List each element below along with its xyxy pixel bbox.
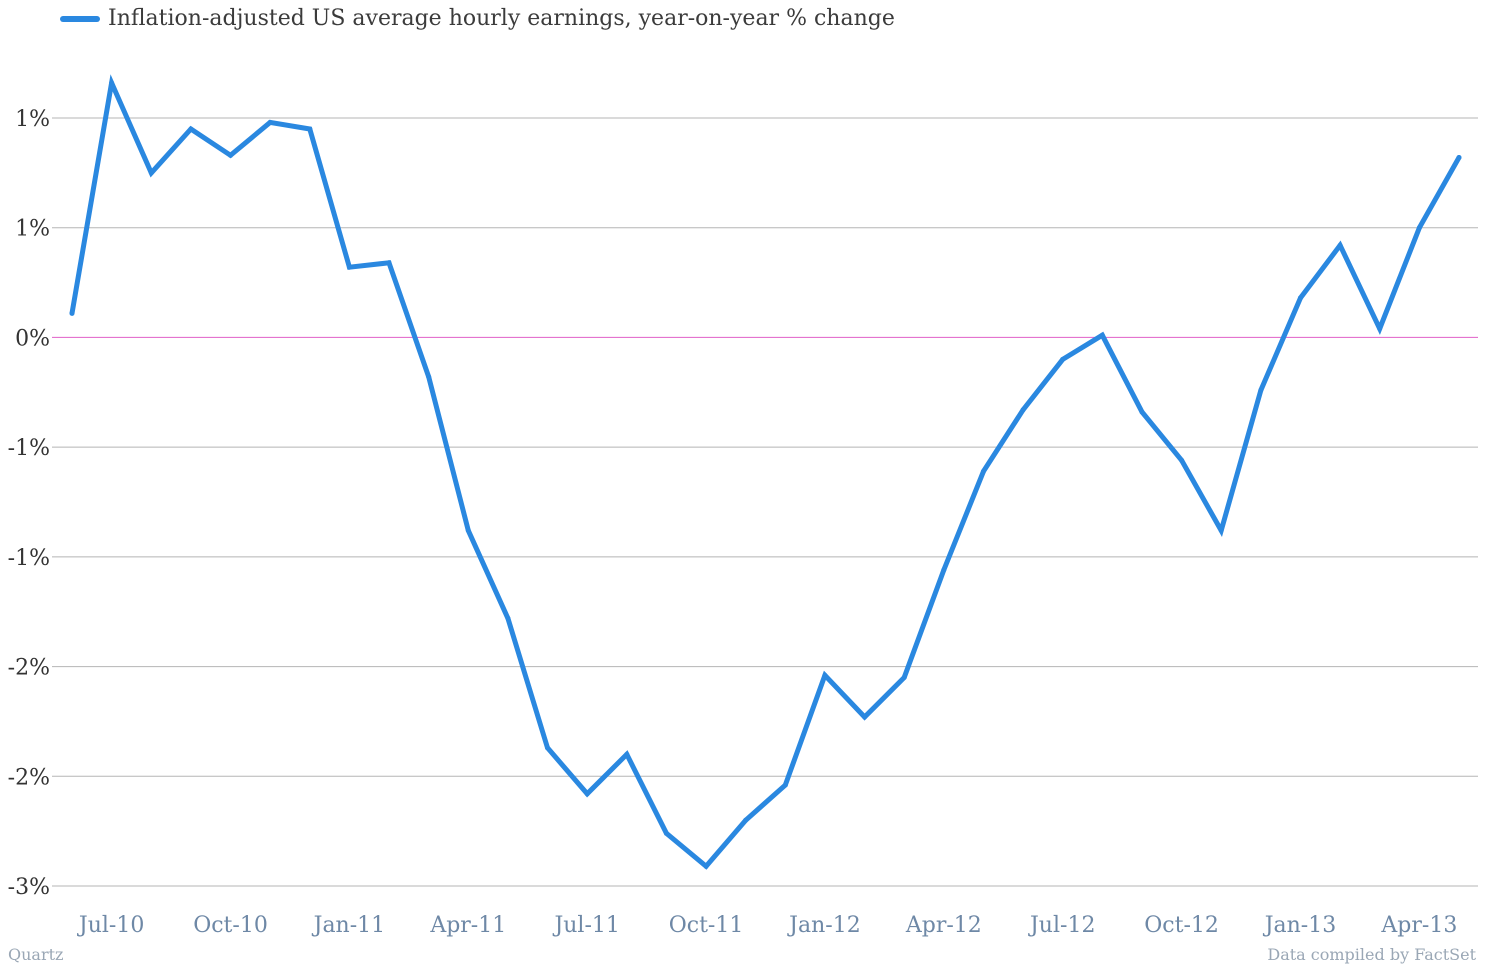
gridlines (52, 117, 1478, 887)
y-tick-label: -3% (8, 875, 50, 900)
data-point (624, 751, 630, 757)
y-tick-label: 1% (15, 217, 50, 242)
y-tick-label: 0% (15, 326, 50, 351)
legend-label: Inflation-adjusted US average hourly ear… (108, 6, 895, 31)
x-tick-label: Jan-11 (312, 913, 386, 938)
series-line (69, 74, 1462, 870)
source-credit: Quartz (8, 945, 64, 964)
x-axis-ticks: Jul-10 Oct-10 Jan-11 Apr-11 Jul-11 Oct-11 Jan-… (77, 913, 1457, 938)
data-point (505, 615, 511, 621)
data-point (941, 567, 947, 573)
data-point (69, 310, 75, 316)
data-point (862, 714, 868, 720)
data-point (386, 260, 392, 266)
data-point (663, 830, 669, 836)
data-point (267, 119, 273, 125)
x-tick-label: Oct-12 (1144, 913, 1219, 938)
data-point (1416, 225, 1422, 231)
y-axis-ticks: 1% 1% 0% -1% -1% -2% -2% -3% (8, 107, 50, 900)
data-point (228, 152, 233, 158)
x-tick-label: Apr-11 (429, 913, 506, 938)
data-point (1456, 155, 1462, 160)
data-point (545, 745, 550, 751)
data-point (981, 468, 986, 474)
y-tick-label: -2% (8, 765, 50, 790)
x-tick-label: Jul-11 (552, 913, 619, 938)
data-point (1218, 528, 1224, 533)
data-point (901, 675, 907, 680)
data-point (1060, 356, 1066, 362)
y-tick-label: 1% (15, 107, 50, 132)
data-point (307, 126, 313, 132)
data-credit: Data compiled by FactSet (1267, 945, 1476, 964)
y-tick-label: -1% (8, 546, 50, 571)
legend-swatch (60, 15, 100, 22)
data-point (743, 817, 749, 823)
data-point (1099, 332, 1105, 338)
data-point (1139, 409, 1145, 415)
x-tick-label: Apr-12 (905, 913, 982, 938)
data-point (465, 528, 471, 533)
data-point (1020, 407, 1026, 413)
data-point (1337, 242, 1343, 248)
data-point (1298, 295, 1303, 301)
data-point (1179, 457, 1185, 463)
data-point (109, 80, 115, 86)
x-tick-label: Apr-13 (1380, 913, 1457, 938)
data-point (188, 126, 194, 132)
series-layer (69, 74, 1462, 870)
data-point (1258, 387, 1264, 393)
chart-legend: Inflation-adjusted US average hourly ear… (60, 6, 895, 31)
data-point (703, 863, 709, 869)
y-tick-label: -1% (8, 436, 50, 461)
data-point (782, 782, 788, 788)
x-tick-label: Jan-13 (1263, 913, 1337, 938)
data-point (1377, 326, 1383, 332)
data-point (426, 374, 432, 380)
y-tick-label: -2% (8, 656, 50, 681)
data-point (584, 791, 590, 797)
x-tick-label: Jul-12 (1028, 913, 1095, 938)
data-point (346, 264, 352, 270)
x-tick-label: Oct-11 (669, 913, 744, 938)
x-tick-label: Oct-10 (193, 913, 268, 938)
data-point (822, 672, 828, 678)
x-tick-label: Jul-10 (77, 913, 144, 938)
data-point (148, 170, 154, 176)
x-tick-label: Jan-12 (787, 913, 861, 938)
